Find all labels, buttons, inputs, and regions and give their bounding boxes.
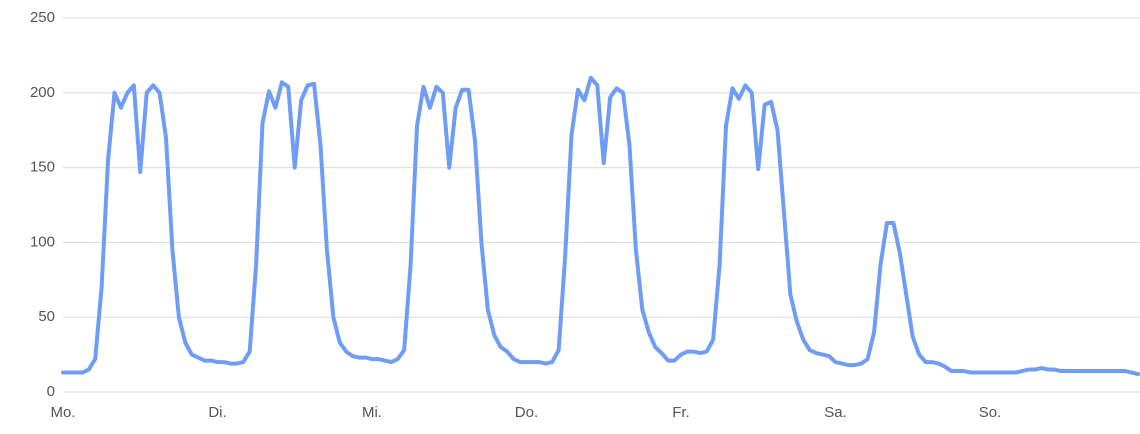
x-tick-label: Do. [515, 404, 538, 421]
line [61, 75, 1140, 377]
y-tick-label: 200 [30, 84, 55, 101]
x-tick-label: Mi. [362, 404, 382, 421]
y-tick-label: 100 [30, 233, 55, 250]
y-tick-label: 150 [30, 159, 55, 176]
x-tick-label: Di. [208, 404, 226, 421]
x-tick-label: So. [979, 404, 1002, 421]
y-tick-label: 0 [47, 383, 55, 400]
x-tick-label: Sa. [824, 404, 847, 421]
y-tick-label: 50 [38, 308, 55, 325]
x-tick-label: Fr. [672, 404, 690, 421]
y-tick-label: 250 [30, 9, 55, 26]
x-tick-label: Mo. [50, 404, 75, 421]
